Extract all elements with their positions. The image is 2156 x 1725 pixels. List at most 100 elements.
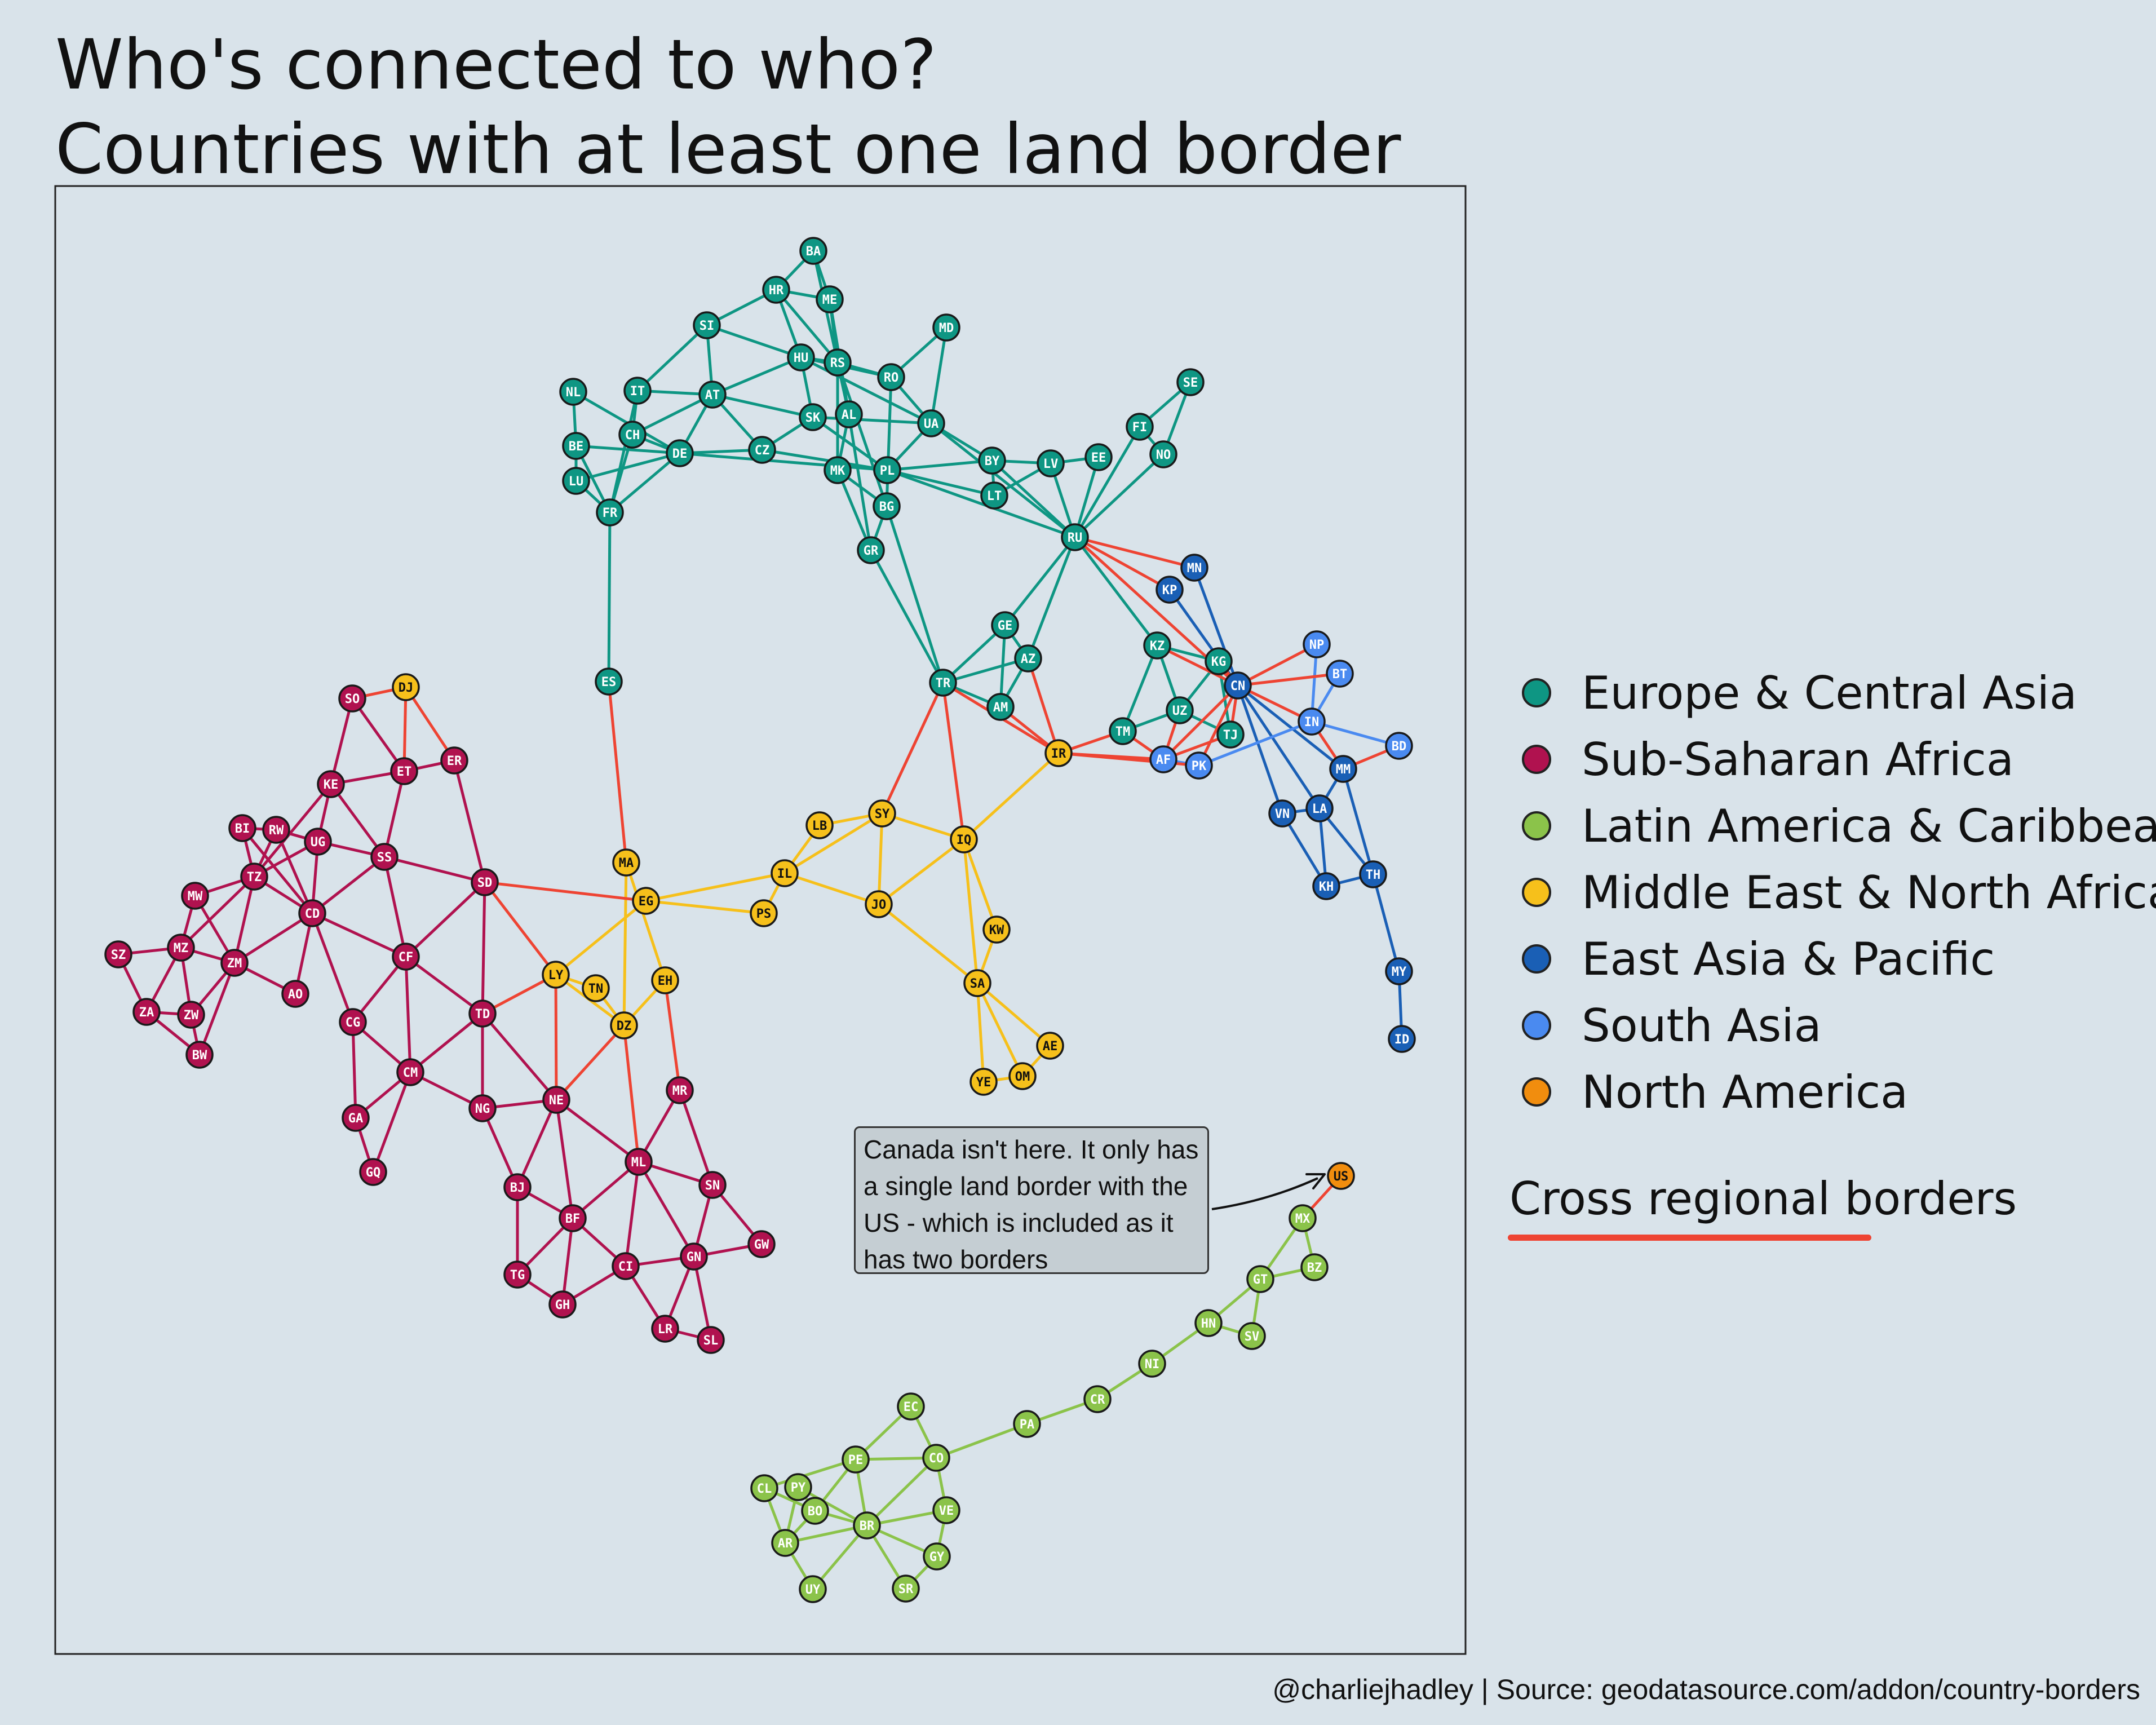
node-circle bbox=[177, 1001, 205, 1029]
node-label: MA bbox=[619, 856, 634, 870]
country-node-tm: TM bbox=[1109, 717, 1137, 745]
annotation-line-1: Canada isn't here. It only has bbox=[864, 1135, 1199, 1164]
node-label: SN bbox=[705, 1179, 720, 1193]
node-circle bbox=[666, 1076, 694, 1104]
border-edge-td-ne bbox=[481, 1012, 557, 1101]
country-node-cz: CZ bbox=[748, 436, 776, 464]
border-edge-sy-il bbox=[783, 812, 883, 875]
node-circle bbox=[842, 1445, 870, 1474]
node-label: LA bbox=[1312, 802, 1327, 816]
node-circle bbox=[980, 481, 1008, 510]
border-edge-pl-ru bbox=[887, 468, 1075, 539]
country-node-mn: MN bbox=[1180, 554, 1208, 582]
legend-swatch bbox=[1522, 944, 1551, 974]
node-label: SR bbox=[898, 1582, 914, 1596]
node-circle bbox=[824, 348, 852, 377]
border-edge-tz-mz bbox=[180, 875, 255, 949]
country-node-bf: BF bbox=[559, 1204, 587, 1232]
border-edge-fr-es bbox=[607, 512, 612, 682]
node-label: MM bbox=[1336, 763, 1351, 777]
border-edge-pl-by bbox=[887, 459, 993, 472]
country-node-si: SI bbox=[693, 311, 721, 339]
country-node-tz: TZ bbox=[240, 862, 268, 891]
node-circle bbox=[262, 816, 290, 844]
border-edge-ru-kp bbox=[1074, 536, 1171, 591]
border-edge-co-br bbox=[866, 1457, 937, 1527]
country-node-se: SE bbox=[1176, 368, 1205, 396]
country-node-gn: GN bbox=[680, 1242, 708, 1271]
legend-swatch bbox=[1522, 878, 1551, 907]
node-label: CH bbox=[625, 428, 640, 443]
node-label: CZ bbox=[755, 444, 770, 458]
border-edge-ru-az bbox=[1026, 537, 1077, 659]
country-node-mm: MM bbox=[1329, 755, 1357, 783]
country-node-hn: HN bbox=[1194, 1309, 1223, 1337]
node-label: FI bbox=[1132, 421, 1148, 435]
annotation-line-3: US - which is included as it bbox=[864, 1208, 1174, 1237]
node-circle bbox=[612, 848, 640, 877]
country-node-ke: KE bbox=[317, 770, 345, 798]
border-edge-ne-bj bbox=[516, 1099, 558, 1188]
node-circle bbox=[991, 611, 1019, 639]
border-edge-si-hu bbox=[706, 324, 802, 359]
country-node-pe: PE bbox=[842, 1445, 870, 1474]
country-node-iq: IQ bbox=[950, 825, 978, 853]
node-label: SD bbox=[477, 876, 493, 890]
border-edge-cf-cm bbox=[404, 956, 412, 1073]
node-circle bbox=[595, 667, 623, 696]
border-edge-cn-mm bbox=[1237, 684, 1344, 770]
border-edge-ml-gn bbox=[637, 1161, 696, 1258]
node-label: BZ bbox=[1307, 1261, 1322, 1275]
node-label: TM bbox=[1115, 725, 1131, 739]
country-node-tn: TN bbox=[582, 974, 610, 1002]
node-label: AO bbox=[288, 988, 303, 1002]
node-label: MZ bbox=[174, 941, 189, 956]
node-label: RS bbox=[830, 356, 845, 370]
node-label: MN bbox=[1187, 561, 1202, 576]
node-label: BA bbox=[806, 245, 821, 259]
node-label: BR bbox=[860, 1519, 875, 1533]
country-node-be: BE bbox=[562, 432, 590, 460]
legend-swatch bbox=[1522, 745, 1551, 774]
node-circle bbox=[922, 1444, 950, 1472]
border-edge-so-et bbox=[351, 697, 406, 772]
node-circle bbox=[623, 377, 652, 405]
border-edge-tr-iq bbox=[941, 682, 966, 840]
country-node-it: IT bbox=[623, 377, 652, 405]
node-label: EE bbox=[1091, 451, 1106, 465]
border-edge-pe-cl bbox=[764, 1458, 856, 1490]
node-circle bbox=[986, 693, 1015, 721]
border-edge-mm-th bbox=[1342, 768, 1375, 875]
country-node-br: BR bbox=[853, 1511, 881, 1540]
country-node-lb: LB bbox=[805, 811, 834, 839]
node-circle bbox=[359, 1158, 387, 1186]
node-label: CR bbox=[1090, 1393, 1105, 1407]
node-label: MR bbox=[672, 1084, 688, 1098]
country-node-sr: SR bbox=[892, 1574, 920, 1603]
border-edge-jo-sa bbox=[878, 903, 979, 984]
node-circle bbox=[932, 1496, 960, 1524]
node-circle bbox=[698, 381, 727, 409]
node-circle bbox=[1036, 1032, 1064, 1060]
border-edge-iq-ir bbox=[963, 752, 1060, 841]
border-edge-cn-np bbox=[1237, 643, 1318, 687]
node-circle bbox=[1238, 1322, 1266, 1350]
country-node-gt: GT bbox=[1246, 1265, 1274, 1293]
country-node-ne: NE bbox=[542, 1086, 570, 1114]
border-edge-cn-bt bbox=[1237, 672, 1340, 687]
node-label: EG bbox=[639, 895, 654, 909]
node-label: AZ bbox=[1021, 652, 1036, 666]
country-node-mx: MX bbox=[1289, 1204, 1317, 1232]
node-label: AE bbox=[1043, 1040, 1058, 1054]
legend-label: Europe & Central Asia bbox=[1582, 666, 2077, 719]
country-node-zw: ZW bbox=[177, 1001, 205, 1029]
border-edge-rs-bg bbox=[836, 362, 888, 507]
country-node-ee: EE bbox=[1084, 443, 1113, 471]
legend-item-europe-central-asia: Europe & Central Asia bbox=[1522, 660, 2156, 726]
node-label: IL bbox=[777, 867, 793, 881]
country-node-sy: SY bbox=[868, 799, 896, 828]
node-label: GN bbox=[687, 1250, 702, 1264]
node-label: RW bbox=[269, 824, 284, 838]
border-edge-de-pl bbox=[679, 452, 888, 472]
country-node-lu: LU bbox=[562, 467, 590, 495]
